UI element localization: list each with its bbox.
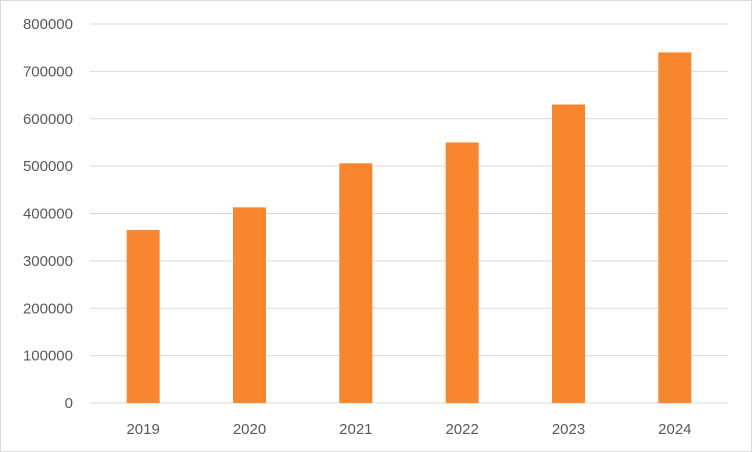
y-tick-label: 100000 [23, 348, 73, 365]
bar-2024 [658, 52, 692, 404]
y-tick-label: 0 [65, 395, 73, 412]
bar-2022 [445, 142, 479, 403]
y-tick-label: 400000 [23, 206, 73, 223]
x-tick-label: 2021 [339, 421, 372, 438]
bar-2020 [233, 207, 266, 403]
y-tick-label: 300000 [23, 253, 73, 270]
bar-2021 [339, 163, 373, 403]
x-tick-label: 2020 [233, 421, 266, 438]
x-tick-label: 2022 [445, 421, 478, 438]
y-tick-label: 600000 [23, 111, 73, 128]
bars [126, 52, 692, 404]
gridlines [90, 23, 728, 404]
x-tick-label: 2023 [552, 421, 585, 438]
y-tick-label: 700000 [23, 63, 73, 80]
x-tick-label: 2024 [658, 421, 691, 438]
y-tick-label: 800000 [23, 16, 73, 33]
y-tick-label: 200000 [23, 300, 73, 317]
x-tick-label: 2019 [126, 421, 159, 438]
bar-2019 [126, 230, 160, 403]
y-tick-label: 500000 [23, 158, 73, 175]
bar-2023 [552, 104, 585, 403]
x-axis-ticks: 2019 2020 2021 2022 2023 2024 [126, 421, 691, 438]
y-axis-ticks: 0 100000 200000 300000 400000 500000 600000 700… [23, 16, 73, 412]
